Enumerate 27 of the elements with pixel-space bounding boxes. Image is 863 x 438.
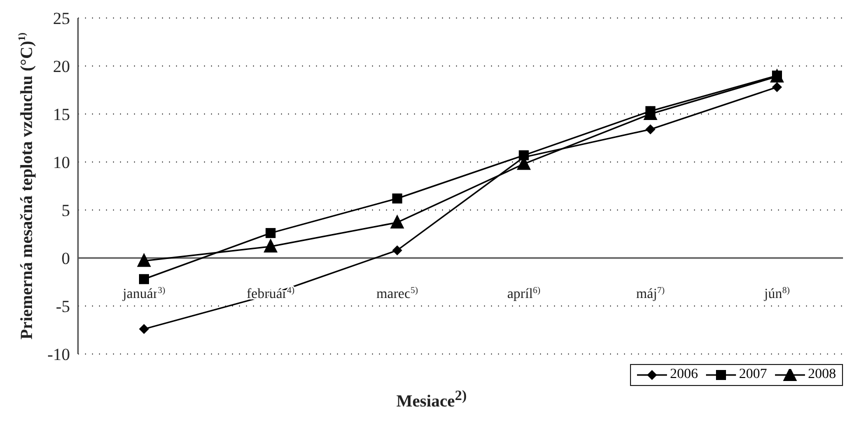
y-tick-label: 5 [62, 201, 70, 220]
legend-label: 2007 [738, 367, 767, 383]
x-tick-label: apríl$^{6)}$ [507, 285, 540, 302]
y-tick-label: 20 [53, 57, 70, 76]
point [392, 193, 402, 204]
y-tick-label: 0 [62, 249, 70, 268]
point [392, 245, 402, 256]
x-tick-label: jún$^{8)}$ [763, 285, 790, 302]
y-tick-label: 10 [53, 153, 70, 172]
y-tick-label: -5 [56, 297, 70, 316]
point [139, 274, 149, 284]
point [772, 82, 782, 92]
x-axis-title: Mesiace$^{2)}$ [395, 388, 468, 412]
point [390, 214, 404, 228]
point [645, 124, 656, 134]
point [137, 252, 151, 267]
y-tick-label: -10 [47, 345, 70, 364]
y-tick-label: 25 [53, 9, 70, 28]
point [264, 238, 278, 252]
x-tick-label: máj$^{7)}$ [636, 285, 665, 302]
x-tick-label: január$^{3)}$ [122, 285, 166, 302]
x-tick-label: marec$^{5)}$ [376, 285, 418, 302]
legend-label: 2008 [807, 367, 836, 383]
legend-label: 2006 [669, 367, 698, 383]
point [139, 324, 149, 334]
point [266, 228, 276, 238]
y-tick-label: 15 [53, 105, 70, 124]
